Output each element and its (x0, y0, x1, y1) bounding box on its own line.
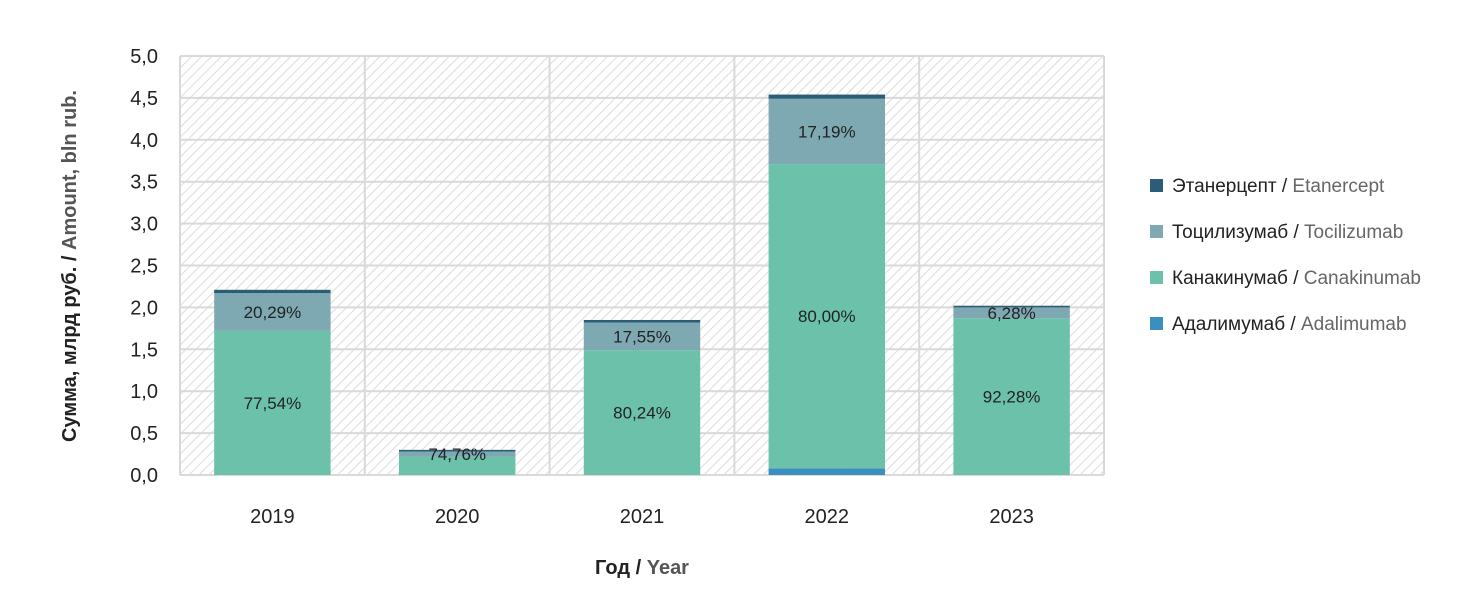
legend-label-adalimumab: Адалимумаб / Adalimumab (1172, 314, 1407, 335)
data-label: 74,76% (428, 445, 486, 464)
bar-segment-canakinumab-2023 (953, 318, 1070, 475)
x-tick-label: 2020 (435, 506, 480, 528)
bar-segment-tocilizumab-2022 (768, 98, 886, 165)
legend-swatch-tocilizumab (1150, 225, 1163, 238)
x-tick-label: 2019 (250, 506, 295, 528)
bar-segment-canakinumab-2021 (583, 350, 701, 475)
legend-label-tocilizumab: Тоцилизумаб / Tocilizumab (1172, 222, 1403, 243)
bar-segment-tocilizumab-2020 (398, 451, 516, 457)
y-axis-title-en: Amount, bln rub. (59, 90, 81, 250)
bar-segment-canakinumab-2022 (768, 164, 886, 469)
bar-segment-etanercept-2019 (214, 289, 331, 294)
data-labels: 77,54% 20,29% 74,76% 80,24% 17,55% 80,00% 17,1… (244, 122, 1041, 464)
legend-label-etanercept: Этанерцепт / Etanercept (1172, 176, 1385, 197)
y-tick-label: 3,0 (130, 214, 158, 236)
bar-segment-tocilizumab-2021 (583, 322, 701, 351)
data-label: 80,00% (798, 307, 856, 326)
legend: Этанерцепт / Etanercept Тоцилизумаб / Toc… (1150, 176, 1421, 335)
data-label: 17,55% (613, 327, 671, 346)
bars (214, 94, 1070, 475)
x-tick-label: 2022 (805, 506, 850, 528)
y-axis-title: Сумма, млрд руб. / Amount, bln rub. (59, 90, 81, 442)
bar-segment-etanercept-2020 (398, 449, 516, 452)
legend-swatch-canakinumab (1150, 271, 1163, 284)
x-axis-title: Год / Year (595, 557, 689, 579)
y-tick-label: 2,5 (130, 256, 158, 278)
x-axis-title-ru: Год (595, 557, 630, 579)
y-tick-label: 1,5 (130, 339, 158, 361)
bar-segment-etanercept-2022 (768, 94, 886, 99)
data-label: 92,28% (983, 388, 1041, 407)
x-tick-label: 2023 (989, 506, 1034, 528)
y-tick-label: 1,0 (130, 381, 158, 403)
bar-segment-adalimumab-2022 (768, 468, 886, 475)
bar-segment-tocilizumab-2023 (953, 307, 1070, 319)
data-label: 80,24% (613, 404, 671, 423)
y-tick-label: 5,0 (130, 46, 158, 68)
x-tick-label: 2021 (620, 506, 665, 528)
x-axis-title-en: Year (647, 557, 689, 579)
legend-swatch-etanercept (1150, 179, 1163, 192)
data-label: 17,19% (798, 122, 856, 141)
legend-swatch-adalimumab (1150, 317, 1163, 330)
y-tick-label: 4,5 (130, 88, 158, 110)
bar-segment-etanercept-2023 (953, 305, 1070, 308)
legend-label-canakinumab: Канакинумаб / Canakinumab (1172, 268, 1421, 289)
data-label: 20,29% (244, 303, 302, 322)
y-tick-label: 2,0 (130, 297, 158, 319)
bar-segment-etanercept-2021 (583, 319, 701, 323)
y-tick-label: 4,0 (130, 130, 158, 152)
y-tick-label: 0,0 (130, 465, 158, 487)
x-axis-ticks: 2019 2020 2021 2022 2023 (250, 506, 1034, 528)
bar-segment-tocilizumab-2019 (214, 293, 331, 331)
bar-segment-canakinumab-2020 (398, 456, 516, 475)
data-label: 77,54% (244, 394, 302, 413)
y-tick-label: 0,5 (130, 423, 158, 445)
y-axis-ticks: 0,0 0,5 1,0 1,5 2,0 2,5 3,0 3,5 4,0 4,5 5,0 (130, 46, 158, 487)
data-label: 6,28% (987, 304, 1035, 323)
y-tick-label: 3,5 (130, 172, 158, 194)
bar-segment-canakinumab-2019 (214, 330, 331, 475)
y-axis-title-ru: Сумма, млрд руб. (59, 267, 81, 442)
